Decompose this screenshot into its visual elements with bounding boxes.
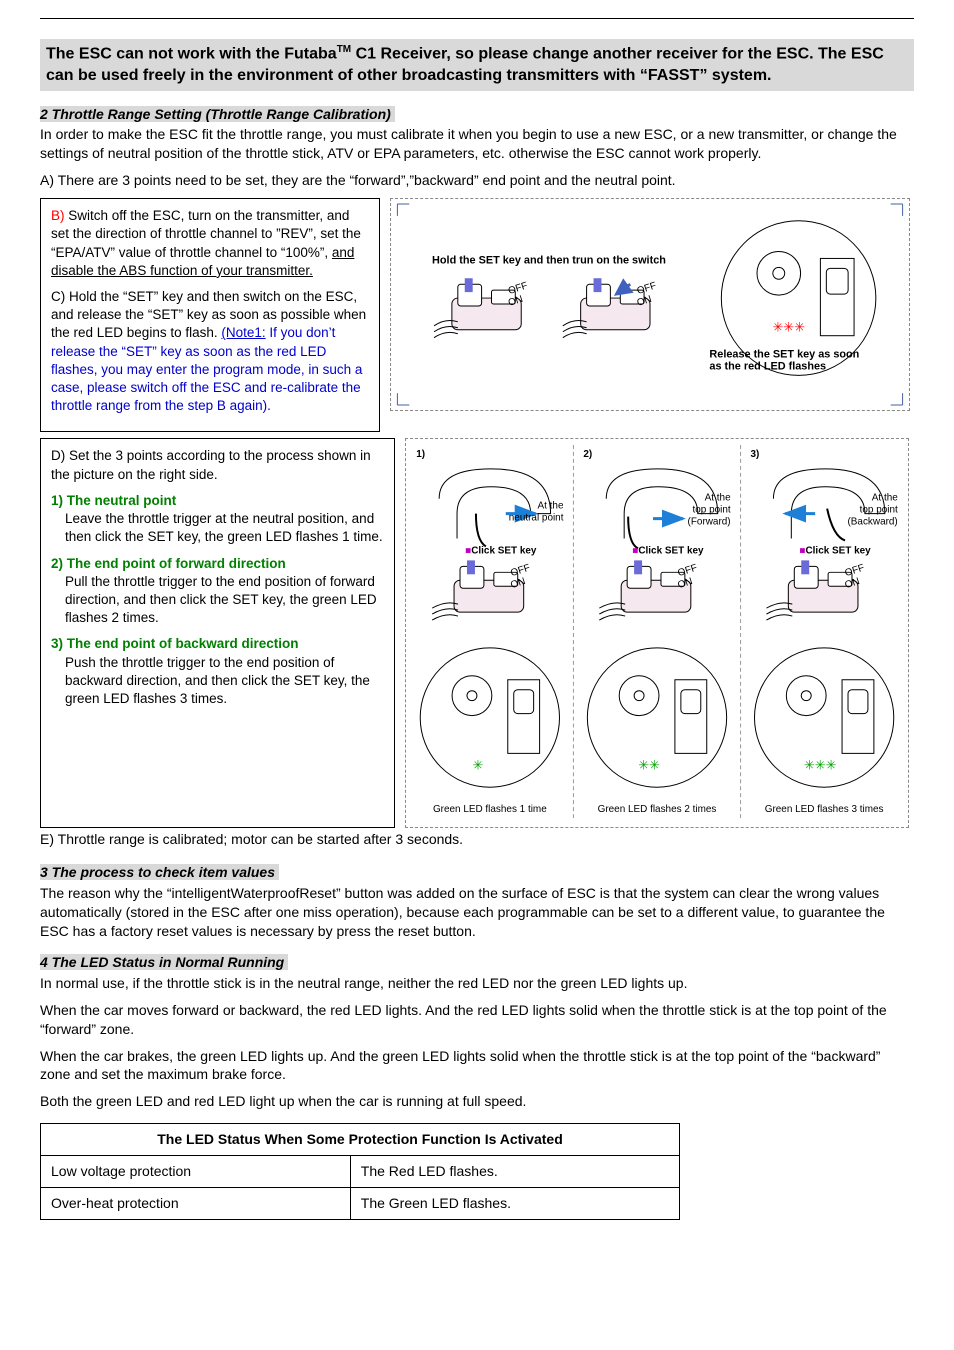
section2-notice: The ESC can not work with the FutabaTM C… <box>40 39 914 91</box>
step-B-label: B) <box>51 208 65 223</box>
svg-text:✳: ✳ <box>473 758 484 773</box>
led-line4: Both the green LED and red LED light up … <box>40 1092 914 1111</box>
iwr-heading: 3 The process to check item values <box>40 864 279 880</box>
stepD-row: D) Set the 3 points according to the pro… <box>40 438 914 828</box>
step-C-note-label: (Note1: <box>221 325 265 340</box>
svg-text:top point: top point <box>692 505 730 516</box>
led-row1-label: Low voltage protection <box>41 1156 351 1188</box>
step-A-text: There are 3 points need to be set, they … <box>58 172 676 188</box>
led-heading-row: 4 The LED Status in Normal Running <box>40 953 914 972</box>
illB-stars: ✳✳✳ <box>773 320 806 335</box>
table-row: Low voltage protection The Red LED flash… <box>41 1156 680 1188</box>
illC-panel-2: 2) At the top point (Forward) ■Click SET… <box>583 449 731 815</box>
svg-text:(Forward): (Forward) <box>688 517 731 528</box>
svg-text:3): 3) <box>751 449 760 460</box>
led-line2: When the car moves forward or backward, … <box>40 1001 914 1039</box>
svg-text:At the: At the <box>872 493 898 504</box>
svg-text:■Click SET key: ■Click SET key <box>799 546 871 557</box>
table-row: Over-heat protection The Green LED flash… <box>41 1187 680 1219</box>
sub2-body: In order to make the ESC fit the throttl… <box>40 125 914 163</box>
illB-hold-text: Hold the SET key and then trun on the sw… <box>432 254 666 266</box>
svg-text:(Backward): (Backward) <box>847 517 897 528</box>
led-heading: 4 The LED Status in Normal Running <box>40 954 288 970</box>
led-table-header: The LED Status When Some Protection Func… <box>41 1124 680 1156</box>
illustration-hold-set: Hold the SET key and then trun on the sw… <box>390 198 910 411</box>
svg-text:Green LED flashes 3 times: Green LED flashes 3 times <box>765 805 884 816</box>
led-line3: When the car brakes, the green LED light… <box>40 1047 914 1085</box>
led-table: The LED Status When Some Protection Func… <box>40 1123 680 1220</box>
section2-notice-pre: The ESC can not work with the Futaba <box>46 45 337 62</box>
illC-panel-3: 3) At the top point (Backward) ■Click SE… <box>751 449 899 815</box>
sub2-heading-row: 2 Throttle Range Setting (Throttle Range… <box>40 105 914 124</box>
svg-text:1): 1) <box>416 449 425 460</box>
boxD-3-sub: Push the throttle trigger to the end pos… <box>65 654 384 709</box>
svg-text:Green LED flashes 1 time: Green LED flashes 1 time <box>433 805 547 816</box>
sub2-heading: 2 Throttle Range Setting (Throttle Range… <box>40 106 395 122</box>
boxD-1: 1) The neutral point <box>51 492 384 510</box>
step-A: A) There are 3 points need to be set, th… <box>40 171 914 190</box>
svg-text:■Click SET key: ■Click SET key <box>632 546 704 557</box>
step-E: E) Throttle range is calibrated; motor c… <box>40 830 914 849</box>
illustration-3-panels: 1) At the neutral point ■Click SET key O… <box>405 438 909 828</box>
illB-release-2: as the red LED flashes <box>709 360 826 372</box>
stepB-row: B) Switch off the ESC, turn on the trans… <box>40 198 914 432</box>
led-row2-value: The Green LED flashes. <box>350 1187 679 1219</box>
led-line1: In normal use, if the throttle stick is … <box>40 974 914 993</box>
svg-text:top point: top point <box>860 505 898 516</box>
led-row2-label: Over-heat protection <box>41 1187 351 1219</box>
boxD-1-sub: Leave the throttle trigger at the neutra… <box>65 510 384 546</box>
illB-release-1: Release the SET key as soon <box>709 349 859 361</box>
svg-text:2): 2) <box>583 449 592 460</box>
svg-text:■Click SET key: ■Click SET key <box>465 546 537 557</box>
stepB-box: B) Switch off the ESC, turn on the trans… <box>40 198 380 432</box>
stepD-box: D) Set the 3 points according to the pro… <box>40 438 395 828</box>
step-B-main: Switch off the ESC, turn on the transmit… <box>51 208 361 259</box>
svg-text:At the: At the <box>538 501 564 512</box>
boxD-title: D) Set the 3 points according to the pro… <box>51 447 384 483</box>
svg-text:✳✳: ✳✳ <box>638 758 660 773</box>
iwr-body: The reason why the “intelligentWaterproo… <box>40 884 914 941</box>
svg-text:✳✳✳: ✳✳✳ <box>804 758 837 773</box>
boxD-2: 2) The end point of forward direction <box>51 555 384 573</box>
top-rule <box>40 18 914 19</box>
svg-text:neutral point: neutral point <box>509 513 564 524</box>
tm-superscript: TM <box>337 44 351 55</box>
illC-panel-1: 1) At the neutral point ■Click SET key O… <box>416 449 564 815</box>
led-row1-value: The Red LED flashes. <box>350 1156 679 1188</box>
boxD-2-sub: Pull the throttle trigger to the end pos… <box>65 573 384 628</box>
boxD-3: 3) The end point of backward direction <box>51 635 384 653</box>
iwr-heading-row: 3 The process to check item values <box>40 863 914 882</box>
svg-text:At the: At the <box>705 493 731 504</box>
svg-text:Green LED flashes 2 times: Green LED flashes 2 times <box>598 805 717 816</box>
